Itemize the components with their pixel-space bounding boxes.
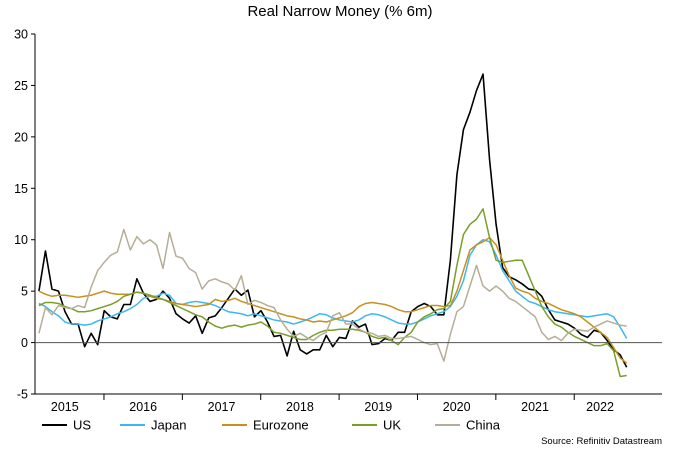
x-tick-label: 2022 [586, 400, 614, 414]
chart-title: Real Narrow Money (% 6m) [247, 3, 432, 20]
legend-label: China [466, 418, 501, 433]
legend-item-china: China [435, 418, 501, 433]
x-tick-label: 2015 [51, 400, 79, 414]
y-tick-label: 30 [14, 28, 28, 42]
y-axis-ticks: -5 0 5 10 15 20 25 30 [14, 28, 35, 402]
x-tick-label: 2020 [443, 400, 471, 414]
x-tick-label: 2019 [364, 400, 392, 414]
x-tick-label: 2016 [129, 400, 157, 414]
y-tick-label: 0 [21, 336, 28, 350]
series-line-us [38, 73, 628, 368]
legend-label: Japan [151, 418, 186, 433]
x-axis-ticks: 2015 2016 2017 2018 2019 2020 2021 2022 [51, 394, 614, 414]
y-tick-label: 10 [14, 233, 28, 247]
legend: US Japan Eurozone UK China [42, 418, 501, 433]
legend-label: US [73, 418, 91, 433]
series-line-uk [38, 208, 627, 378]
legend-item-japan: Japan [120, 418, 186, 433]
series-line-china [38, 228, 627, 362]
y-tick-label: -5 [17, 388, 28, 402]
source-note: Source: Refinitiv Datastream [541, 436, 662, 447]
axes [34, 34, 662, 395]
legend-item-uk: UK [352, 418, 401, 433]
y-tick-label: 5 [21, 285, 28, 299]
y-tick-label: 20 [14, 130, 28, 144]
legend-label: UK [383, 418, 401, 433]
y-tick-label: 25 [14, 79, 28, 93]
legend-item-eurozone: Eurozone [222, 418, 309, 433]
legend-item-us: US [42, 418, 91, 433]
series-lines [38, 73, 628, 378]
legend-label: Eurozone [253, 418, 309, 433]
y-tick-label: 15 [14, 182, 28, 196]
x-tick-label: 2017 [208, 400, 236, 414]
x-tick-label: 2018 [286, 400, 314, 414]
x-tick-label: 2021 [521, 400, 549, 414]
series-line-japan [38, 238, 628, 339]
